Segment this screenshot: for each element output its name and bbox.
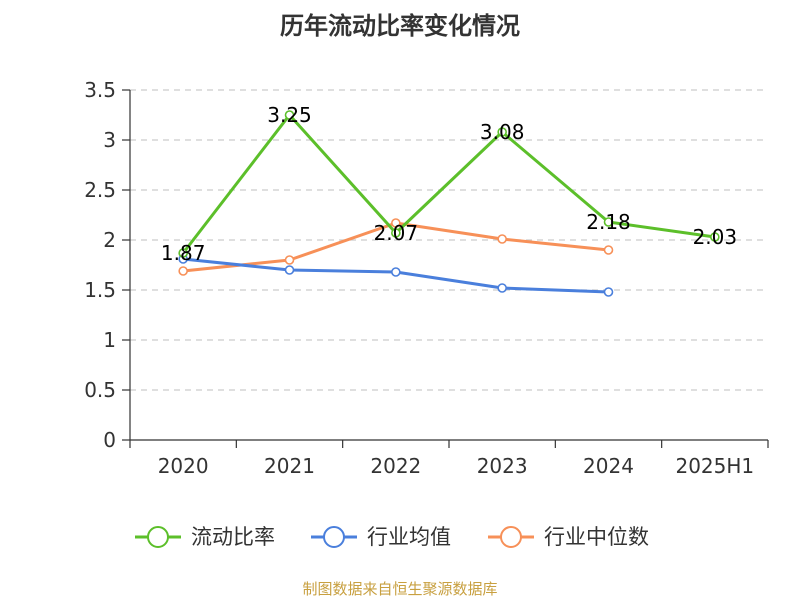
- data-label: 2.03: [693, 225, 738, 249]
- x-tick-label: 2021: [264, 454, 315, 478]
- y-tick-label: 3: [103, 128, 116, 152]
- data-point: [497, 234, 507, 244]
- legend-item-1[interactable]: 行业均值: [311, 525, 451, 549]
- data-label: 1.87: [161, 241, 206, 265]
- legend-marker: [323, 526, 345, 548]
- legend-label: 行业中位数: [544, 525, 649, 549]
- source-note: 制图数据来自恒生聚源数据库: [302, 580, 498, 598]
- legend-label: 行业均值: [367, 525, 451, 549]
- data-point: [603, 287, 614, 297]
- x-tick-label: 2025H1: [675, 454, 754, 478]
- x-tick-label: 2023: [477, 454, 528, 478]
- legend-item-0[interactable]: 流动比率: [135, 525, 275, 549]
- y-tick-label: 0: [103, 428, 116, 452]
- legend-marker: [500, 526, 522, 548]
- y-tick-label: 2: [103, 228, 116, 252]
- y-tick-label: 3.5: [84, 78, 116, 102]
- x-tick-label: 2020: [158, 454, 209, 478]
- data-point: [710, 232, 720, 242]
- data-label: 2.18: [586, 210, 631, 234]
- chart-title: 历年流动比率变化情况: [280, 12, 520, 40]
- data-point: [178, 266, 188, 276]
- legend-label: 流动比率: [191, 525, 275, 549]
- x-tick-label: 2024: [583, 454, 634, 478]
- data-point: [284, 255, 295, 265]
- data-point: [603, 217, 614, 227]
- data-point: [284, 265, 295, 275]
- y-tick-label: 2.5: [84, 178, 116, 202]
- y-tick-label: 0.5: [84, 378, 116, 402]
- x-tick-label: 2022: [370, 454, 421, 478]
- data-point: [391, 218, 401, 228]
- series-line-0: [181, 113, 716, 254]
- y-tick-label: 1.5: [84, 278, 116, 302]
- data-label: 3.08: [480, 120, 525, 144]
- data-point: [178, 248, 188, 258]
- legend-item-2[interactable]: 行业中位数: [488, 525, 649, 549]
- legend-marker: [147, 526, 169, 548]
- data-point: [497, 127, 507, 137]
- data-point: [284, 110, 295, 120]
- data-point: [603, 245, 614, 255]
- data-point: [391, 267, 401, 277]
- data-label: 3.25: [267, 103, 312, 127]
- data-label: 2.07: [374, 221, 419, 245]
- data-point: [497, 283, 507, 293]
- y-tick-label: 1: [103, 328, 116, 352]
- data-point: [391, 228, 401, 238]
